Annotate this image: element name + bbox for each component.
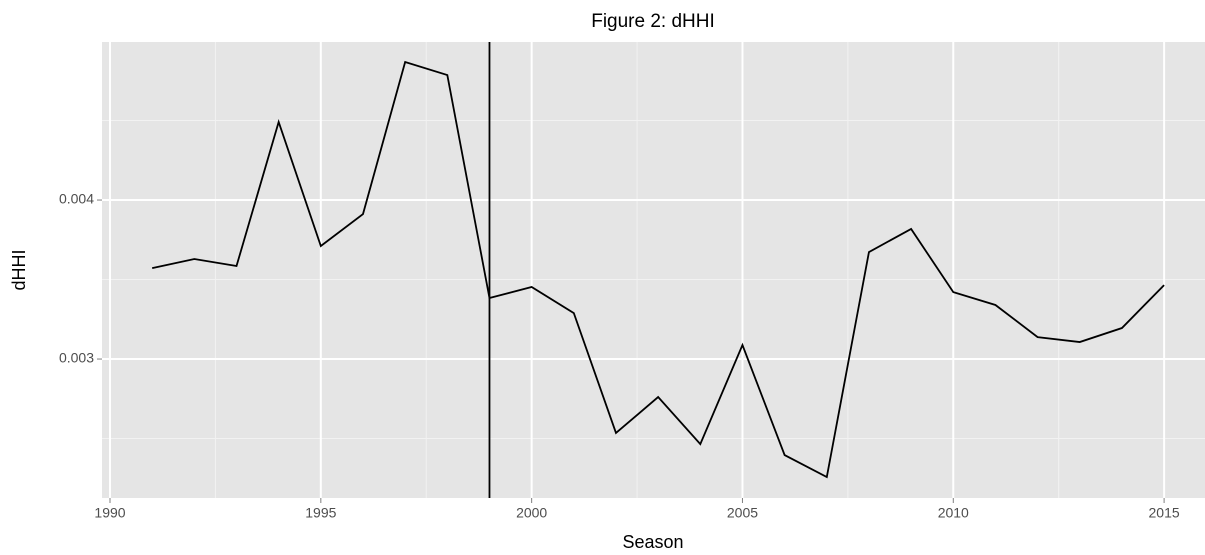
x-tick-label: 2000 <box>516 505 547 521</box>
x-axis-label: Season <box>622 532 683 552</box>
x-tick-label: 1990 <box>94 505 125 521</box>
x-tick-label: 1995 <box>305 505 336 521</box>
panel <box>102 42 1205 498</box>
x-tick-label: 2010 <box>938 505 969 521</box>
x-tick-label: 2015 <box>1149 505 1180 521</box>
y-axis-label: dHHI <box>9 249 29 290</box>
x-tick-label: 2005 <box>727 505 758 521</box>
chart-title: Figure 2: dHHI <box>591 11 715 32</box>
y-tick-label: 0.003 <box>59 350 94 366</box>
line <box>151 60 1165 479</box>
y-tick-label: 0.004 <box>59 191 94 207</box>
